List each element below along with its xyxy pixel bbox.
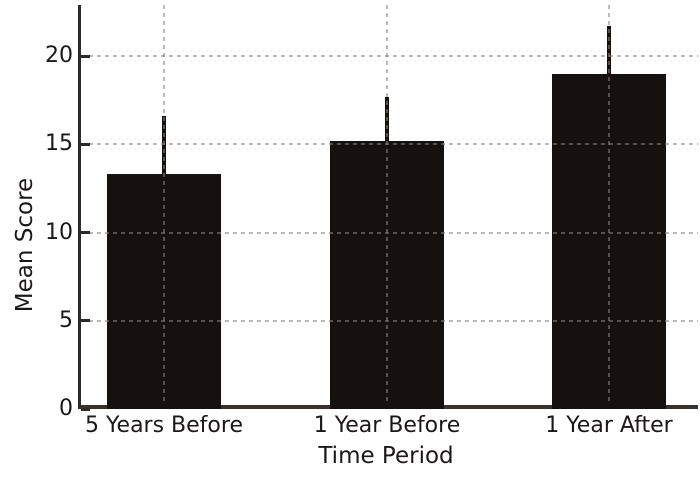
x-tick-label: 1 Year Before xyxy=(313,413,461,438)
x-axis-title: Time Period xyxy=(318,443,454,469)
vertical-gridline xyxy=(163,5,165,405)
horizontal-gridline xyxy=(81,55,698,58)
y-tick-mark xyxy=(81,407,90,411)
y-tick-label: 10 xyxy=(45,219,73,245)
x-tick-label: 5 Years Before xyxy=(85,413,243,438)
x-tick-label: 1 Year After xyxy=(545,413,673,438)
plot-area: 0 5 10 15 20 5 Years Before 1 Year Before 1 Yea… xyxy=(45,5,698,438)
horizontal-gridline xyxy=(81,319,698,322)
vertical-gridline xyxy=(608,5,610,405)
y-tick-mark xyxy=(81,54,90,58)
y-tick-mark xyxy=(81,231,90,235)
y-tick-label: 20 xyxy=(45,43,73,69)
horizontal-gridline xyxy=(81,231,698,234)
y-axis-title: Mean Score xyxy=(12,177,38,313)
y-tick-label: 15 xyxy=(45,131,73,157)
horizontal-gridline xyxy=(81,143,698,146)
y-tick-label: 0 xyxy=(59,396,73,421)
y-tick-mark xyxy=(81,142,90,146)
y-tick-mark xyxy=(81,319,90,323)
vertical-gridline xyxy=(386,5,388,405)
y-tick-label: 5 xyxy=(59,307,73,333)
